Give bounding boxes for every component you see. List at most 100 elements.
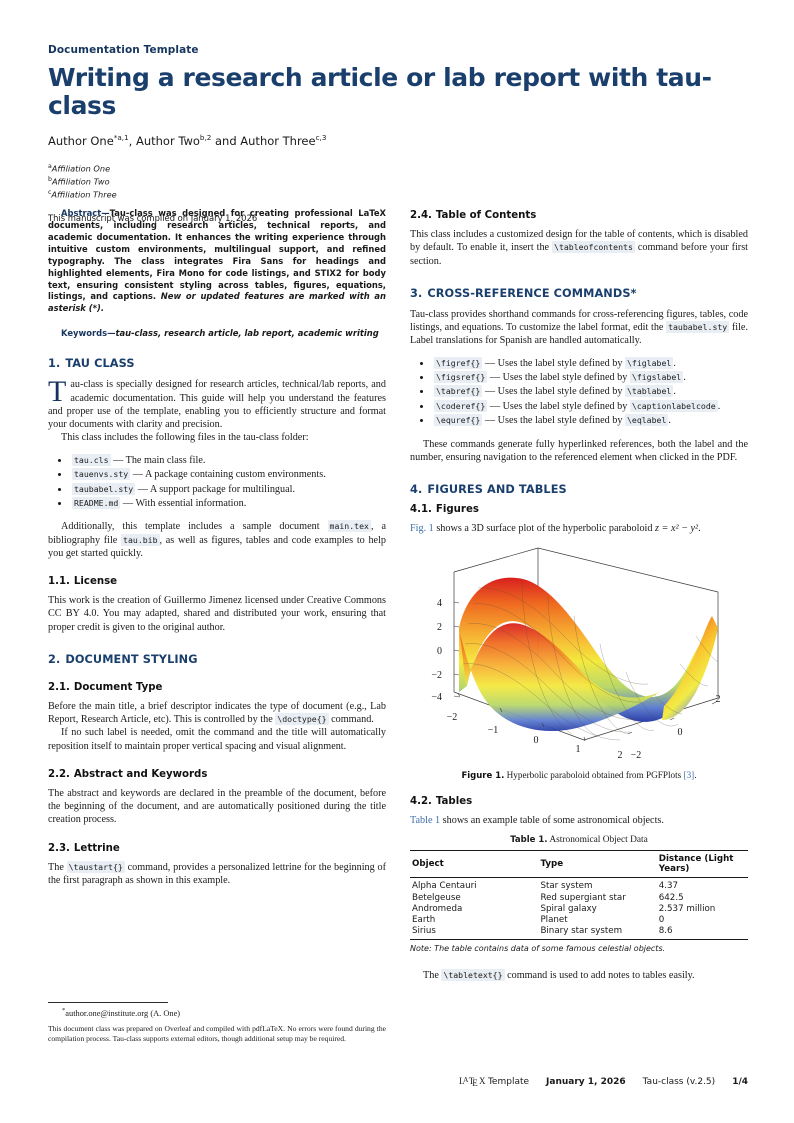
code-token: \coderef{} — [434, 399, 488, 412]
table-row: Alpha Centauri Star system 4.37 — [410, 878, 748, 892]
file-list: tau.cls — The main class file. tauenvs.s… — [48, 453, 386, 512]
list-item: \figsref{} — Uses the label style define… — [432, 370, 748, 385]
affiliation-text: Affiliation Three — [51, 189, 117, 200]
lettrine-paragraph-text: au-class is specially designed for resea… — [48, 379, 386, 431]
y-tick-0: 0 — [678, 727, 683, 738]
author-list: Author One*a,1, Author Twob,2 and Author… — [48, 133, 748, 148]
cell-object: Andromeda — [412, 903, 463, 914]
code-token: \tableofcontents — [552, 241, 635, 254]
text-fragment: . — [683, 371, 686, 383]
cell-object: Earth — [412, 914, 436, 925]
table-row: Andromeda Spiral galaxy 2.537 million — [410, 903, 748, 914]
subsection-heading-1-1: 1.1. License — [48, 576, 386, 587]
right-column: 2.4. Table of Contents This class include… — [410, 208, 748, 982]
cell-distance: 642.5 — [658, 892, 684, 903]
cell-distance: 8.6 — [656, 925, 748, 941]
compiled-date: This manuscript was compiled on January … — [48, 212, 258, 223]
affiliation-mark: c — [48, 188, 52, 196]
masthead: Documentation Template Writing a researc… — [48, 44, 748, 223]
code-token: README.md — [72, 497, 121, 509]
subsection-title: Lettrine — [73, 842, 120, 854]
footer-template-label: LATE X Template — [458, 1076, 529, 1088]
figure-cross-reference-link[interactable]: Fig. 1 — [410, 523, 434, 535]
subsection-title: Document Type — [73, 681, 163, 693]
table-caption-text: Astronomical Object Data — [547, 834, 648, 845]
subsection-number: 2.2. — [48, 768, 70, 780]
figure-caption: Figure 1. Hyperbolic paraboloid obtained… — [410, 770, 748, 781]
table-header-row: Object Type Distance (Light Years) — [410, 849, 748, 879]
lettrine: T — [48, 375, 67, 409]
section-number: 1. — [48, 357, 61, 371]
paragraph-tables: Table 1 shows an example table of some a… — [410, 814, 748, 827]
x-tick-m2: −2 — [447, 712, 458, 723]
text-fragment: . — [668, 415, 671, 427]
figure-caption-text: Hyperbolic paraboloid obtained from PGFP… — [504, 769, 684, 780]
subsection-title: Table of Contents — [435, 210, 537, 221]
text-fragment: shows an example table of some astronomi… — [440, 814, 664, 826]
cell-object: Alpha Centauri — [412, 881, 477, 892]
list-item: \coderef{} — Uses the label style define… — [432, 399, 748, 414]
x-tick-2: 2 — [618, 750, 623, 759]
section-number: 2. — [48, 652, 61, 666]
subsection-heading-4-2: 4.2. Tables — [410, 796, 748, 807]
affiliation-list: aAffiliation One bAffiliation Two cAffil… — [48, 162, 748, 201]
list-item-desc: — The main class file. — [110, 454, 206, 466]
figure-caption-end: . — [694, 769, 697, 780]
text-fragment: command. — [328, 714, 374, 726]
subsection-heading-4-1: 4.1. Figures — [410, 504, 748, 515]
z-tick-m4: −4 — [431, 692, 442, 703]
table-row: Sirius Binary star system 8.6 — [410, 925, 748, 941]
latex-logo: LATE X — [458, 1076, 486, 1088]
text-fragment: command, provides a personalized lettrin… — [48, 861, 386, 886]
text-fragment: , as well as figures, tables and code ex… — [48, 534, 386, 559]
code-token: \figsref{} — [434, 370, 488, 383]
figure-1: 4 2 0 −2 −4 −2 −1 0 1 2 −2 0 2 — [410, 544, 748, 781]
affiliation-mark: b — [48, 175, 52, 183]
cell-distance: 4.37 — [658, 881, 679, 892]
footnote-email-line: *author.one@institute.org (A. One) — [62, 1007, 386, 1018]
table-body: Alpha Centauri Star system 4.37 Betelgeu… — [410, 878, 748, 941]
author-two-marks: b,2 — [199, 133, 212, 142]
section-number: 4. — [410, 483, 423, 497]
page-footer: LATE X Template January 1, 2026 Tau-class… — [48, 1076, 748, 1088]
column-header-type: Type — [538, 849, 657, 879]
footer-class-info: Tau-class (v.2.5) — [642, 1077, 716, 1087]
list-item-desc: — Uses the label style defined by — [482, 386, 625, 398]
paragraph-tabletext: The \tabletext{} command is used to add … — [410, 968, 748, 982]
left-column: Abstract—Tau-class was designed for crea… — [48, 208, 386, 982]
crossref-command-list: \figref{} — Uses the label style defined… — [410, 356, 748, 429]
paragraph-license: This work is the creation of Guillermo J… — [48, 595, 386, 633]
table-row: Earth Planet 0 — [410, 914, 748, 925]
list-item-desc: — Uses the label style defined by — [482, 415, 625, 427]
section-heading-3: 3. CROSS-REFERENCE COMMANDS* — [410, 287, 748, 300]
text-fragment: . — [698, 523, 701, 535]
table-cross-reference-link[interactable]: Table 1 — [410, 814, 441, 826]
paragraph-document-type-2: If no such label is needed, omit the com… — [48, 727, 386, 752]
cell-distance: 0 — [658, 914, 665, 925]
list-item: tauenvs.sty — A package containing custo… — [70, 468, 386, 482]
text-fragment: . — [717, 400, 721, 412]
text-fragment: , a bibliography file — [48, 521, 386, 546]
code-token: \tablabel — [624, 385, 674, 398]
list-item: \tabref{} — Uses the label style defined… — [432, 385, 748, 399]
text-fragment: command before your first section. — [410, 242, 748, 267]
keywords-block: Keywords—tau-class, research article, la… — [48, 328, 386, 338]
code-token: \equref{} — [434, 414, 483, 427]
section-title: CROSS-REFERENCE COMMANDS* — [427, 286, 637, 300]
subsection-number: 2.4. — [410, 210, 432, 221]
cell-type: Spiral galaxy — [540, 903, 597, 914]
code-token: \doctype{} — [275, 713, 329, 726]
code-token: \taustart{} — [66, 860, 125, 873]
paragraph-lettrine: The \taustart{} command, provides a pers… — [48, 860, 386, 888]
subsection-number: 4.2. — [410, 795, 432, 807]
paragraph-additional-files: Additionally, this template includes a s… — [48, 520, 386, 560]
list-item: tau.cls — The main class file. — [70, 453, 386, 468]
list-item: \figref{} — Uses the label style defined… — [432, 356, 748, 371]
footnote-area: *author.one@institute.org (A. One) This … — [48, 1002, 386, 1044]
figure-citation-ref: [3] — [683, 769, 695, 780]
author-one-marks: *a,1 — [113, 133, 129, 142]
z-tick-0: 0 — [437, 646, 442, 657]
list-item-desc: — A support package for multilingual. — [135, 483, 296, 495]
